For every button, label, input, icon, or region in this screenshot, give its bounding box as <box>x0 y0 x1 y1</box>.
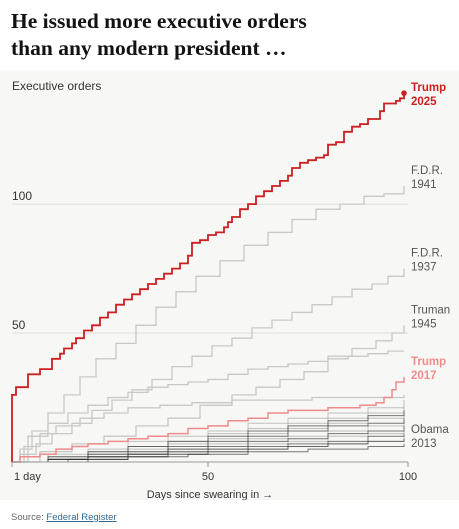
executive-orders-line-chart: Trump 2025 F.D.R. 1941 F.D.R. 1937 Truman 1945 T… <box>11 79 450 500</box>
series-label-trump-2017-line-2: 2017 <box>411 370 437 382</box>
y-axis-label: Executive orders <box>12 79 101 93</box>
series-line-president-5 <box>12 394 405 463</box>
series-line-trump-2025 <box>11 93 405 462</box>
headline-line-2: than any modern president … <box>11 36 287 60</box>
highlighted-president-lines <box>12 186 405 463</box>
series-label-f-d-r-1941-line-2: 1941 <box>411 179 437 191</box>
source-prefix: Source: <box>11 512 44 523</box>
series-line-trump-2017 <box>12 376 405 463</box>
series-label-obama-2013-line-2: 2013 <box>411 438 437 450</box>
x-axis-label: Days since swearing in → <box>147 489 274 500</box>
series-labels: Trump 2025 F.D.R. 1941 F.D.R. 1937 Truman 1945 T… <box>411 82 450 450</box>
trump-2025-line-layer <box>11 90 407 462</box>
headline-line-1: He issued more executive orders <box>11 9 307 33</box>
series-label-trump-2025-line-2: 2025 <box>411 96 437 108</box>
series-label-trump-2025-line-1: Trump <box>411 82 446 94</box>
headline: He issued more executive orders than any… <box>11 8 451 62</box>
x-tick-label-100: 100 <box>399 471 417 483</box>
series-line-president-14 <box>12 425 405 463</box>
other-presidents-dark-lines <box>12 410 405 463</box>
source-link[interactable]: Federal Register <box>46 512 117 523</box>
series-line-president-18 <box>12 443 405 463</box>
series-label-f-d-r-1941-line-1: F.D.R. <box>411 165 443 177</box>
trump-2017-line-layer <box>12 376 405 463</box>
x-tick-label-50: 50 <box>202 471 214 483</box>
source-note: Source: Federal Register <box>11 512 117 523</box>
trump-2025-endpoint-dot <box>401 90 407 96</box>
x-tick-label-1: 1 day <box>14 471 41 483</box>
axes: Executive orders Days since swearing in … <box>11 79 417 500</box>
gridlines <box>12 203 408 334</box>
series-line-president-4 <box>12 350 404 463</box>
series-label-obama-2013-line-1: Obama <box>411 424 449 436</box>
y-tick-label-100: 100 <box>12 189 32 203</box>
series-label-truman-1945-line-2: 1945 <box>411 318 437 330</box>
series-line-f-d-r-1937 <box>12 268 405 463</box>
series-line-f-d-r-1941 <box>12 186 405 463</box>
chart-panel <box>0 70 459 500</box>
series-label-truman-1945-line-1: Truman <box>411 304 450 316</box>
series-label-f-d-r-1937-line-1: F.D.R. <box>411 248 443 260</box>
series-label-trump-2017-line-1: Trump <box>411 356 446 368</box>
series-label-f-d-r-1937-line-2: 1937 <box>411 262 437 274</box>
y-tick-label-50: 50 <box>12 318 26 332</box>
